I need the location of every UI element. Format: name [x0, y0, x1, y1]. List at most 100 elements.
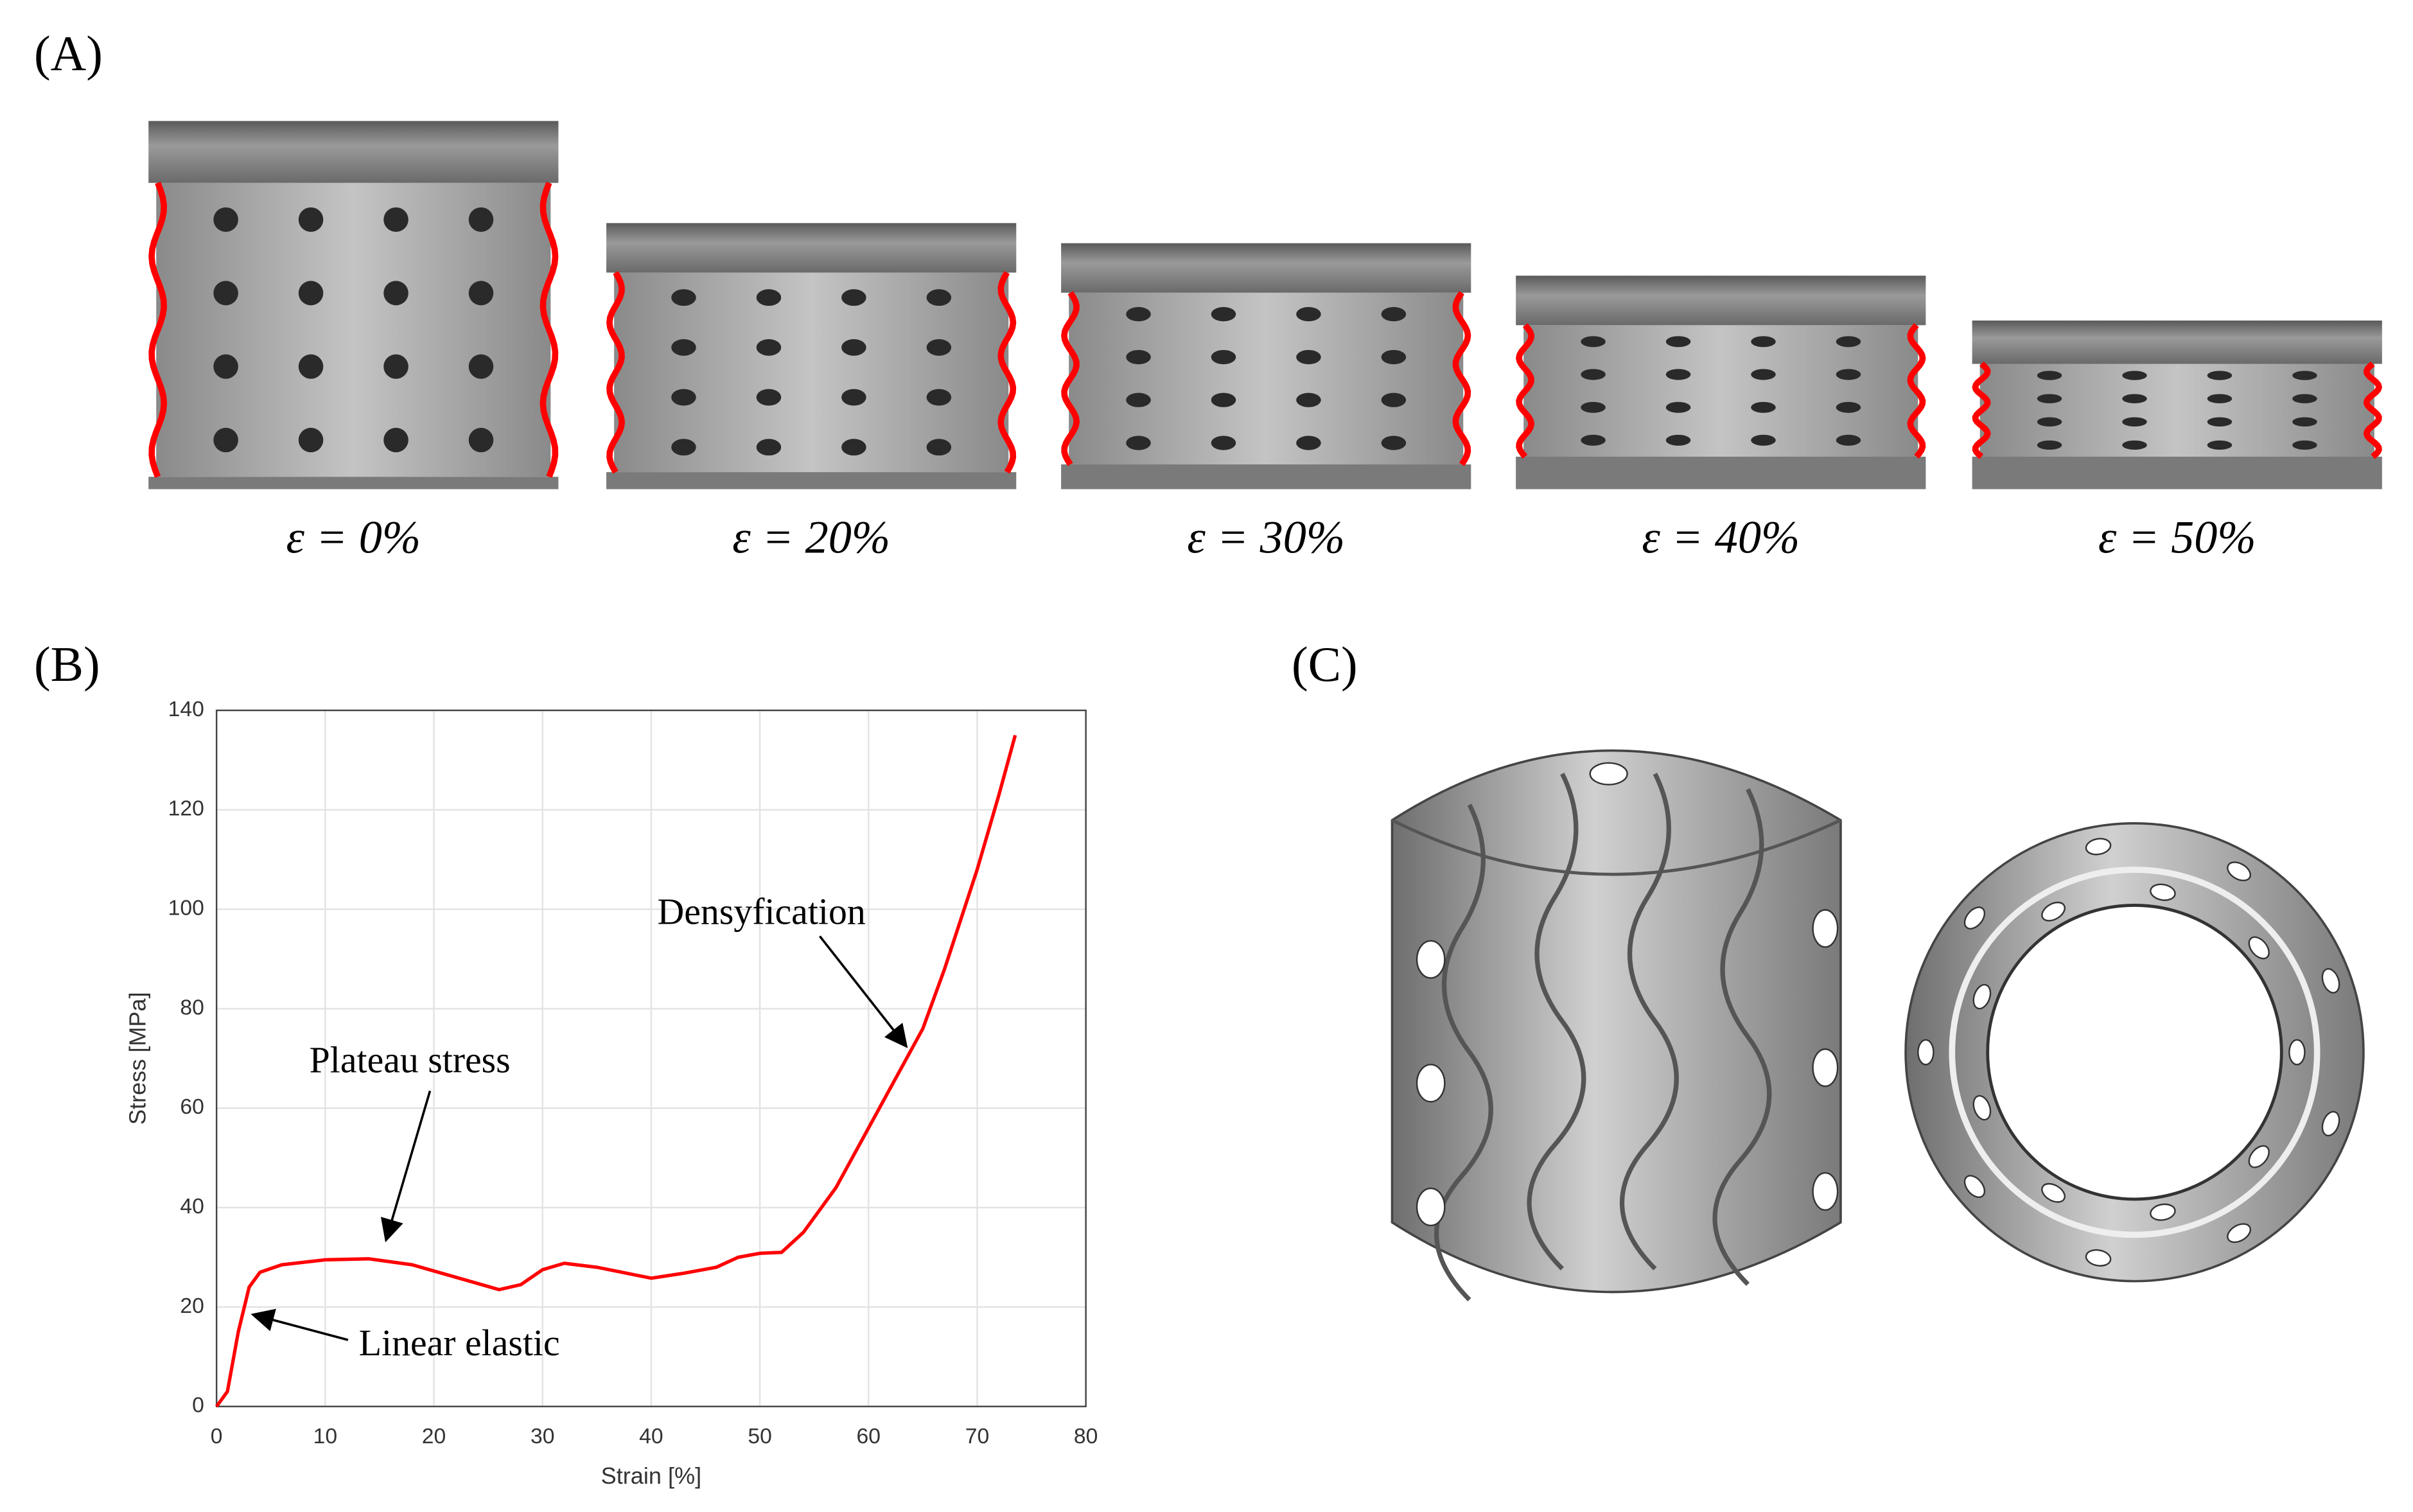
pore: [926, 389, 952, 406]
pore: [1751, 336, 1776, 347]
bottom-plate: [1972, 456, 2382, 489]
y-tick-label: 40: [180, 1194, 204, 1218]
pore: [671, 338, 696, 356]
annotation-arrow: [818, 935, 908, 1048]
pore: [468, 354, 494, 379]
pore: [1126, 435, 1151, 450]
pore: [1836, 336, 1861, 347]
x-axis-label: Strain [%]: [601, 1463, 702, 1489]
x-tick-label: 40: [639, 1424, 663, 1448]
pore: [383, 428, 408, 453]
pore: [841, 338, 866, 356]
y-tick-label: 80: [180, 995, 204, 1019]
edge-profile: [540, 181, 559, 479]
pore: [2292, 440, 2317, 450]
pore: [298, 207, 324, 232]
annotation-arrow: [380, 1090, 432, 1243]
top-plate: [1061, 243, 1471, 293]
panel-label: (A): [34, 26, 103, 81]
pore: [926, 289, 952, 306]
axes-box: [215, 709, 1087, 1407]
pore: [2122, 394, 2147, 403]
pore: [841, 289, 866, 306]
pore: [926, 439, 952, 456]
edge-profile: [1516, 323, 1535, 459]
pore: [298, 354, 324, 379]
y-tick-label: 100: [168, 896, 204, 920]
pore: [671, 439, 696, 456]
y-tick-label: 20: [180, 1294, 204, 1318]
strain-caption: ε = 0%: [286, 511, 421, 563]
pore: [213, 354, 238, 379]
cylinder-render: [1391, 749, 1842, 1302]
pore: [756, 338, 782, 356]
pore: [1581, 369, 1606, 380]
strain-caption: ε = 30%: [1187, 511, 1345, 563]
edge-profile: [148, 181, 168, 479]
pore: [1751, 434, 1776, 446]
pore: [1296, 392, 1321, 407]
edge-profile: [1452, 291, 1471, 466]
edge-profile: [1907, 323, 1926, 459]
pore: [1836, 434, 1861, 446]
strain-caption: ε = 40%: [1642, 511, 1800, 563]
pore: [298, 428, 324, 453]
pore: [213, 281, 238, 306]
specimen: [1069, 292, 1464, 465]
edge-profile: [2363, 361, 2383, 459]
pore: [1665, 336, 1691, 347]
y-tick-label: 0: [192, 1393, 204, 1418]
annotation: Linear elastic: [359, 1322, 560, 1364]
pore: [468, 207, 494, 232]
pore: [1665, 401, 1691, 413]
pore: [2207, 440, 2233, 450]
pore: [1296, 349, 1321, 365]
edge-profile: [997, 271, 1017, 474]
pore: [2122, 417, 2147, 427]
x-tick-label: 70: [965, 1424, 990, 1448]
pore: [1211, 349, 1236, 365]
bottom-plate: [148, 477, 559, 489]
pore: [1381, 349, 1407, 365]
pore: [2037, 394, 2062, 403]
edge-profile: [1061, 291, 1080, 466]
compression-photo: [606, 223, 1017, 489]
annotation: Densyfication: [658, 890, 866, 932]
compression-photo: [148, 121, 559, 489]
y-tick-label: 120: [168, 796, 204, 821]
panel-label: (C): [1292, 637, 1358, 692]
top-plate: [606, 223, 1017, 273]
x-tick-label: 20: [422, 1424, 446, 1448]
y-tick-label: 60: [180, 1094, 204, 1119]
pore: [1126, 306, 1151, 322]
bottom-plate: [1061, 464, 1471, 489]
pore: [2037, 371, 2062, 380]
pore: [383, 207, 408, 232]
edge-profile: [1972, 361, 1991, 459]
pore: [2292, 371, 2317, 380]
pore: [468, 428, 494, 453]
pore: [1296, 435, 1321, 450]
x-tick-label: 80: [1074, 1424, 1098, 1448]
pore: [671, 289, 696, 306]
annotation-arrow: [250, 1308, 349, 1341]
pore: [756, 389, 782, 406]
pore: [926, 338, 952, 356]
specimen: [156, 182, 551, 477]
compression-photo: [1516, 276, 1926, 489]
pore: [1381, 306, 1407, 322]
bottom-plate: [1516, 456, 1926, 489]
x-tick-label: 50: [748, 1424, 772, 1448]
pore: [1296, 306, 1321, 322]
pore: [1211, 306, 1236, 322]
compression-photo: [1061, 243, 1471, 489]
pore: [1836, 401, 1861, 413]
edge-profile: [606, 271, 626, 474]
pore: [1126, 392, 1151, 407]
pore: [1211, 392, 1236, 407]
pore: [756, 439, 782, 456]
pore: [383, 281, 408, 306]
strain-caption: ε = 20%: [732, 511, 890, 563]
ring-render: [1904, 822, 2365, 1283]
bottom-plate: [606, 472, 1017, 489]
